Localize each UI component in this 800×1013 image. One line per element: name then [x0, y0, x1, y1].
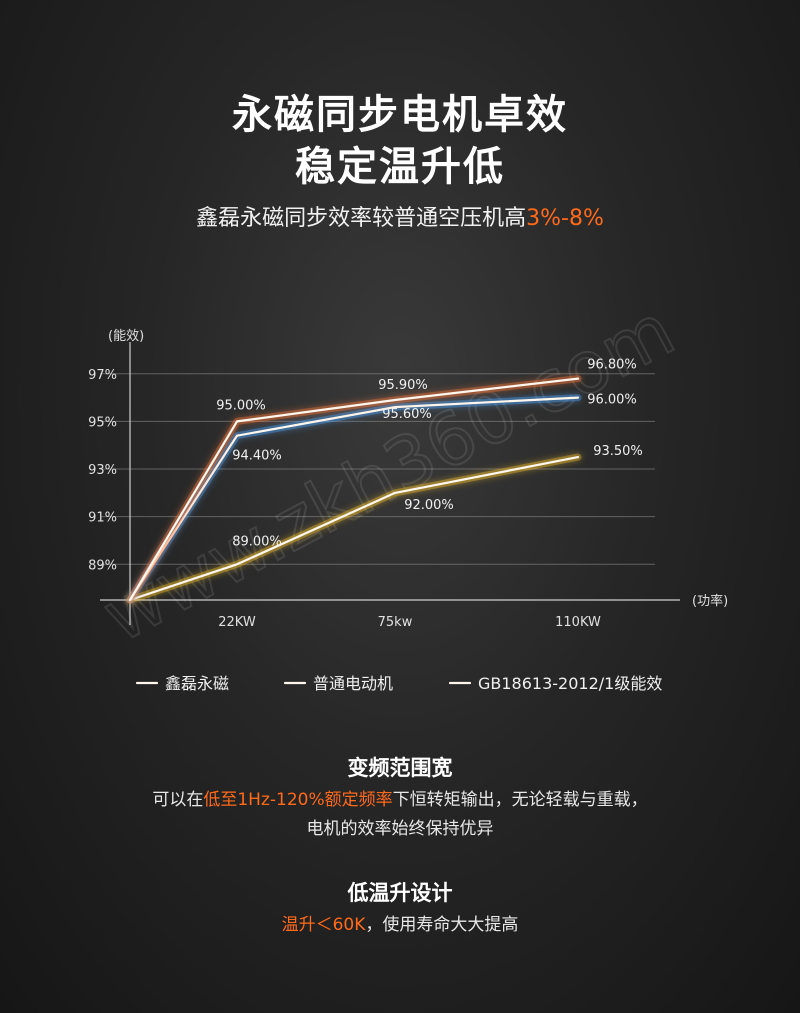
x-tick-label: 75kw — [378, 615, 413, 630]
axes: 89% 91% 93% 95% 97% (能效) (功率) 22KW 75kw 110KW — [88, 329, 728, 630]
feature-title-low-temp: 低温升设计 — [347, 881, 453, 905]
feature-text-part: ，使用寿命大大提高 — [365, 915, 519, 935]
series-line — [128, 396, 580, 602]
legend-label: GB18613-2012/1级能效 — [478, 674, 662, 693]
y-tick-label: 93% — [88, 463, 117, 478]
data-label: 96.80% — [587, 358, 637, 373]
data-label: 96.00% — [587, 393, 637, 408]
series-line — [128, 377, 580, 602]
page-subtitle: 鑫磊永磁同步效率较普通空压机高3%-8% — [0, 200, 800, 232]
legend-label: 普通电动机 — [313, 674, 393, 693]
legend-label: 鑫磊永磁 — [165, 674, 229, 693]
feature-text-part: 可以在 — [152, 790, 204, 810]
y-tick-label: 89% — [88, 558, 117, 573]
page-title-line1: 永磁同步电机卓效 — [232, 92, 568, 138]
x-tick-label: 110KW — [555, 615, 601, 630]
y-tick-label: 97% — [88, 368, 117, 383]
watermark: www.zkh360.com — [89, 300, 687, 658]
y-tick-label: 95% — [88, 415, 117, 430]
feature-text-part: 下恒转矩输出，无论轻载与重载， — [392, 790, 648, 810]
series-lines — [126, 375, 582, 604]
data-label: 95.90% — [378, 378, 428, 393]
subtitle-highlight: 3%-8% — [526, 206, 604, 231]
page-title-line2: 稳定温升低 — [295, 144, 505, 190]
data-label: 89.00% — [232, 534, 282, 549]
y-axis-label: (能效) — [108, 329, 144, 344]
subtitle-text: 鑫磊永磁同步效率较普通空压机高 — [196, 206, 527, 231]
feature-text-line2: 电机的效率始终保持优异 — [306, 819, 494, 839]
data-label: 95.60% — [382, 407, 432, 422]
efficiency-chart: www.zkh360.com 89% 91% 93% 95% 97% (能效) (功率) 22… — [88, 300, 728, 693]
series-line — [128, 456, 580, 602]
feature-text-wide-frequency: 可以在低至1Hz-120%额定频率下恒转矩输出，无论轻载与重载， 电机的效率始终… — [0, 786, 800, 844]
data-label: 93.50% — [593, 444, 643, 459]
grid-lines — [100, 373, 655, 565]
feature-text-low-temp: 温升＜60K，使用寿命大大提高 — [0, 911, 800, 940]
data-labels: 95.00% 95.90% 96.80% 89.00% 92.00% 93.50% 94.4… — [216, 358, 643, 550]
x-axis-label: (功率) — [692, 593, 728, 609]
x-tick-label: 22KW — [218, 615, 256, 630]
data-label: 95.00% — [216, 398, 266, 413]
feature-title-wide-frequency: 变频范围宽 — [347, 756, 453, 780]
chart-legend: 鑫磊永磁 普通电动机 GB18613-2012/1级能效 — [134, 674, 662, 693]
data-label: 94.40% — [232, 449, 282, 464]
data-label: 92.00% — [404, 498, 454, 513]
y-tick-label: 91% — [88, 511, 117, 526]
feature-text-highlight: 温升＜60K — [281, 915, 366, 935]
feature-text-highlight: 低至1Hz-120%额定频率 — [203, 790, 393, 810]
